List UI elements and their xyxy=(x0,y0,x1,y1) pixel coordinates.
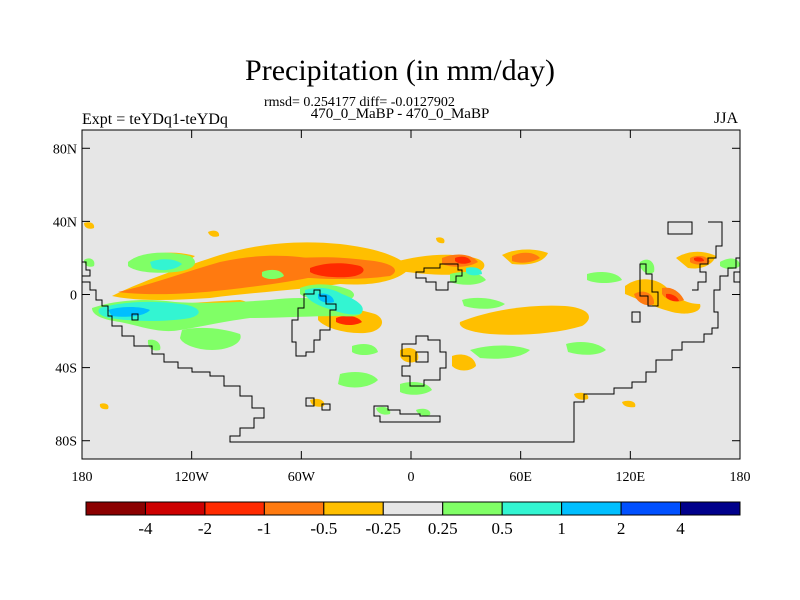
x-tick-label: 120W xyxy=(175,470,210,485)
y-tick-label: 80N xyxy=(53,142,77,157)
anomaly-patch xyxy=(150,259,182,271)
axis-ticks xyxy=(81,130,741,459)
colorbar-swatch xyxy=(144,501,206,516)
anomaly-patch xyxy=(180,327,241,350)
colorbar-label: 4 xyxy=(676,519,685,538)
anomaly-patch xyxy=(208,230,220,237)
coastline-americas xyxy=(82,257,740,443)
anomaly-patch xyxy=(352,344,378,355)
anomaly-patch xyxy=(338,372,378,388)
x-tick-label: 60W xyxy=(288,470,316,485)
coastline-small-island-3 xyxy=(131,313,139,321)
experiment-label: Expt = teYDq1-teYDq xyxy=(82,111,228,128)
anomaly-patch xyxy=(108,307,150,317)
x-tick-label: 0 xyxy=(408,470,415,485)
anomaly-patch xyxy=(84,258,95,267)
colorbar-label: 0.5 xyxy=(492,519,513,538)
colorbar-label: -0.5 xyxy=(310,519,337,538)
colorbar-label: 1 xyxy=(557,519,566,538)
colorbar xyxy=(85,501,741,516)
anomaly-patch xyxy=(694,257,704,262)
colorbar-swatch xyxy=(382,501,444,516)
colorbar-swatch xyxy=(323,501,384,516)
season-label: JJA xyxy=(714,110,739,127)
colorbar-swatch xyxy=(680,501,741,516)
y-tick-label: 80S xyxy=(55,435,77,450)
coastline-small-island-1 xyxy=(305,397,315,407)
anomaly-patch xyxy=(574,392,589,400)
anomaly-patch xyxy=(622,400,636,408)
colorbar-label: -2 xyxy=(198,519,212,538)
x-tick-label: 180 xyxy=(730,470,751,485)
y-tick-label: 40N xyxy=(53,215,77,230)
colorbar-swatch xyxy=(263,501,325,516)
anomaly-patch xyxy=(666,293,679,302)
plot-title: Precipitation (in mm/day) xyxy=(245,54,555,87)
coastline-outlines xyxy=(82,221,740,443)
axis-tick-labels: 80N 40N 0 40S 80S 180 120W 60W 0 60E 120E 180 xyxy=(53,142,751,485)
anomaly-patch xyxy=(625,279,701,314)
anomaly-patch xyxy=(470,345,530,359)
coastline-antarctica-island xyxy=(401,335,447,387)
precip-anomaly-fields xyxy=(84,222,740,416)
coastline-africa xyxy=(415,263,463,291)
anomaly-patch xyxy=(376,406,391,415)
coastline-australia-asia xyxy=(733,271,740,283)
x-tick-label: 180 xyxy=(72,470,93,485)
coastline-small-island-2 xyxy=(321,403,331,411)
anomaly-patch xyxy=(400,348,419,363)
case-subtitle: 470_0_MaBP - 470_0_MaBP xyxy=(310,106,490,122)
colorbar-swatch xyxy=(620,501,682,516)
anomaly-patch xyxy=(455,256,471,264)
x-tick-label: 60E xyxy=(509,470,532,485)
coastline-southern-ice xyxy=(373,405,441,423)
colorbar-label: 2 xyxy=(617,519,626,538)
anomaly-patch xyxy=(84,222,95,229)
anomaly-patch xyxy=(566,342,606,355)
anomaly-patch xyxy=(452,354,476,371)
colorbar-label: -0.25 xyxy=(366,519,401,538)
coastline-north-left xyxy=(82,261,91,277)
anomaly-patch xyxy=(640,259,655,274)
coastline-eurasia xyxy=(667,221,723,291)
colorbar-swatch xyxy=(561,501,622,516)
anomaly-patch xyxy=(262,269,284,279)
colorbar-swatch xyxy=(85,501,146,516)
anomaly-patch xyxy=(720,258,740,269)
anomaly-patch xyxy=(466,267,482,276)
colorbar-labels: -4 -2 -1 -0.5 -0.25 0.25 0.5 1 2 4 xyxy=(138,519,685,538)
coastline-antarctica-inner xyxy=(415,351,429,363)
y-tick-label: 40S xyxy=(55,362,77,377)
anomaly-patch xyxy=(587,272,622,283)
stats-line: rmsd= 0.254177 diff= -0.0127902 xyxy=(264,95,455,110)
colorbar-swatch xyxy=(204,501,265,516)
colorbar-swatch xyxy=(501,501,563,516)
anomaly-patch xyxy=(459,305,589,335)
anomaly-patch xyxy=(450,272,486,285)
coastline-madagascar xyxy=(631,311,641,323)
x-tick-label: 120E xyxy=(616,470,646,485)
colorbar-swatch xyxy=(442,501,503,516)
anomaly-patch xyxy=(147,339,161,351)
anomaly-patch xyxy=(512,252,540,263)
colorbar-label: -4 xyxy=(138,519,153,538)
coastline-south-america xyxy=(291,289,337,357)
colorbar-label: -1 xyxy=(257,519,271,538)
colorbar-label: 0.25 xyxy=(428,519,458,538)
anomaly-patch xyxy=(436,237,445,244)
y-tick-label: 0 xyxy=(70,289,77,304)
anomaly-patch xyxy=(634,291,655,306)
coastline-arabian xyxy=(639,263,659,307)
anomaly-patch xyxy=(336,315,362,325)
anomaly-patch xyxy=(310,263,364,278)
anomaly-patch xyxy=(99,403,109,410)
anomaly-patch xyxy=(462,297,505,309)
